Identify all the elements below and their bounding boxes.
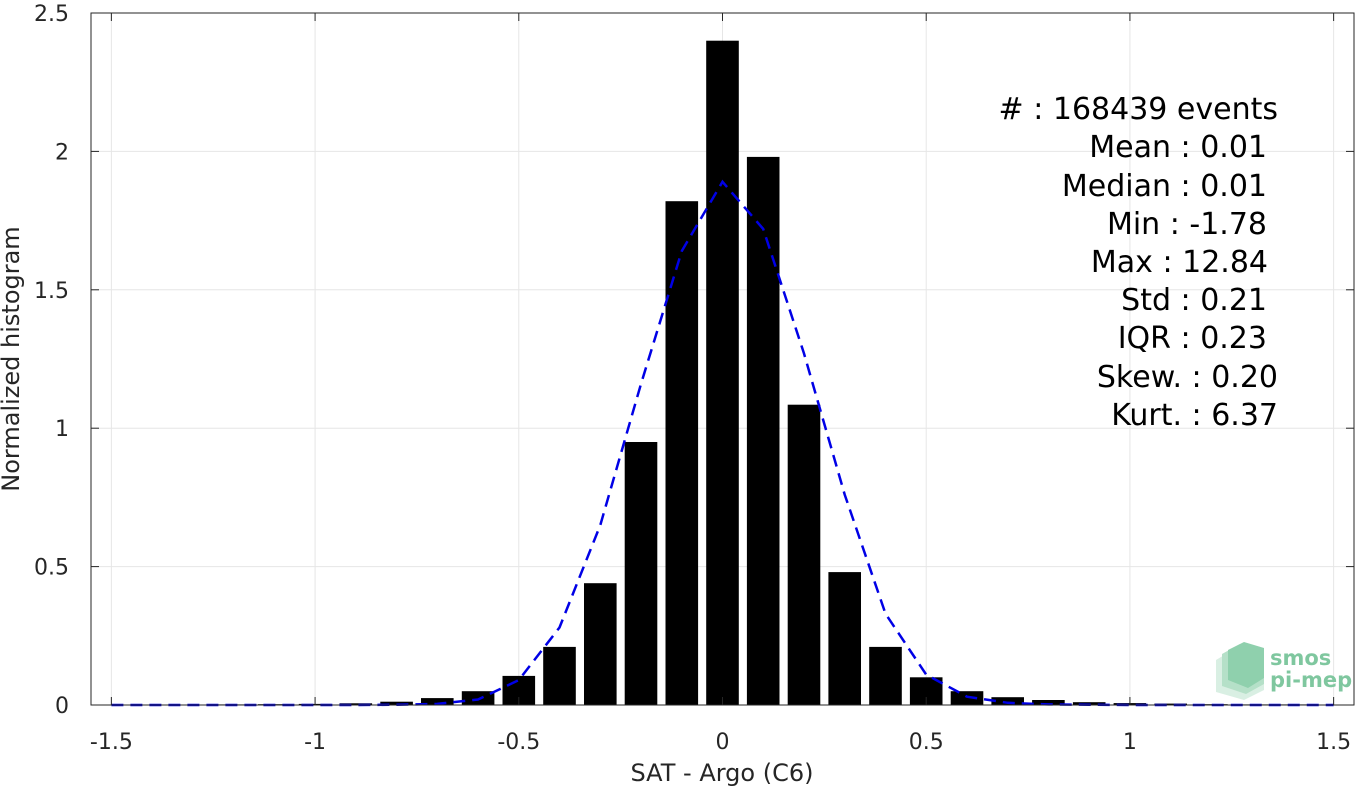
histogram-bar <box>1154 703 1187 705</box>
histogram-bar <box>991 697 1024 705</box>
stat-mean: Mean : 0.01 <box>1089 130 1267 165</box>
histogram-bar <box>584 583 617 705</box>
y-tick-label: 2 <box>55 140 69 165</box>
x-tick-label: 1 <box>1123 730 1137 755</box>
y-tick-label: 1.5 <box>34 279 69 304</box>
histogram-bar <box>787 404 821 705</box>
x-tick-labels: -1.5 -1 -0.5 0 0.5 1 1.5 <box>90 730 1351 755</box>
stat-skew: Skew. : 0.20 <box>1097 360 1278 395</box>
y-tick-label: 2.5 <box>34 2 69 27</box>
stat-median: Median : 0.01 <box>1062 169 1267 204</box>
logo-text-smos: smos <box>1270 646 1331 670</box>
x-tick-label: -1.5 <box>90 730 133 755</box>
histogram-bar <box>543 646 576 705</box>
y-tick-labels: 0 0.5 1 1.5 2 2.5 <box>34 2 69 719</box>
histogram-bar <box>380 701 413 705</box>
histogram-bar <box>746 156 780 705</box>
smos-pimep-logo: smos pi-mep <box>1216 642 1352 700</box>
x-tick-label: 0 <box>716 730 730 755</box>
stat-kurt: Kurt. : 6.37 <box>1111 398 1278 433</box>
stat-std: Std : 0.21 <box>1121 283 1267 318</box>
histogram-bar <box>706 40 739 705</box>
y-tick-label: 1 <box>55 417 69 442</box>
x-tick-label: -1 <box>304 730 326 755</box>
histogram-bar <box>339 703 373 705</box>
y-axis-label: Normalized histogram <box>0 226 25 491</box>
stat-iqr: IQR : 0.23 <box>1118 321 1267 356</box>
stat-events: # : 168439 events <box>999 92 1278 127</box>
histogram-bars <box>95 40 1350 706</box>
stats-annotation: # : 168439 events Mean : 0.01 Median : 0… <box>999 92 1278 433</box>
histogram-bar <box>421 698 454 705</box>
x-axis-label: SAT - Argo (C6) <box>631 759 814 787</box>
y-tick-label: 0 <box>55 694 69 719</box>
logo-text-pimep: pi-mep <box>1270 668 1352 692</box>
histogram-bar <box>828 572 861 705</box>
histogram-bar <box>665 201 699 705</box>
x-tick-label: -0.5 <box>497 730 540 755</box>
stat-max: Max : 12.84 <box>1091 245 1268 280</box>
histogram-bar <box>950 691 984 705</box>
x-tick-label: 0.5 <box>909 730 944 755</box>
logo-icon <box>1216 642 1264 700</box>
stat-min: Min : -1.78 <box>1107 207 1267 242</box>
x-tick-label: 1.5 <box>1316 730 1351 755</box>
histogram-bar <box>869 646 902 705</box>
axis-ticks <box>91 12 1354 706</box>
histogram-bar <box>624 442 658 705</box>
y-tick-label: 0.5 <box>34 556 69 581</box>
histogram-bar <box>1032 700 1065 705</box>
